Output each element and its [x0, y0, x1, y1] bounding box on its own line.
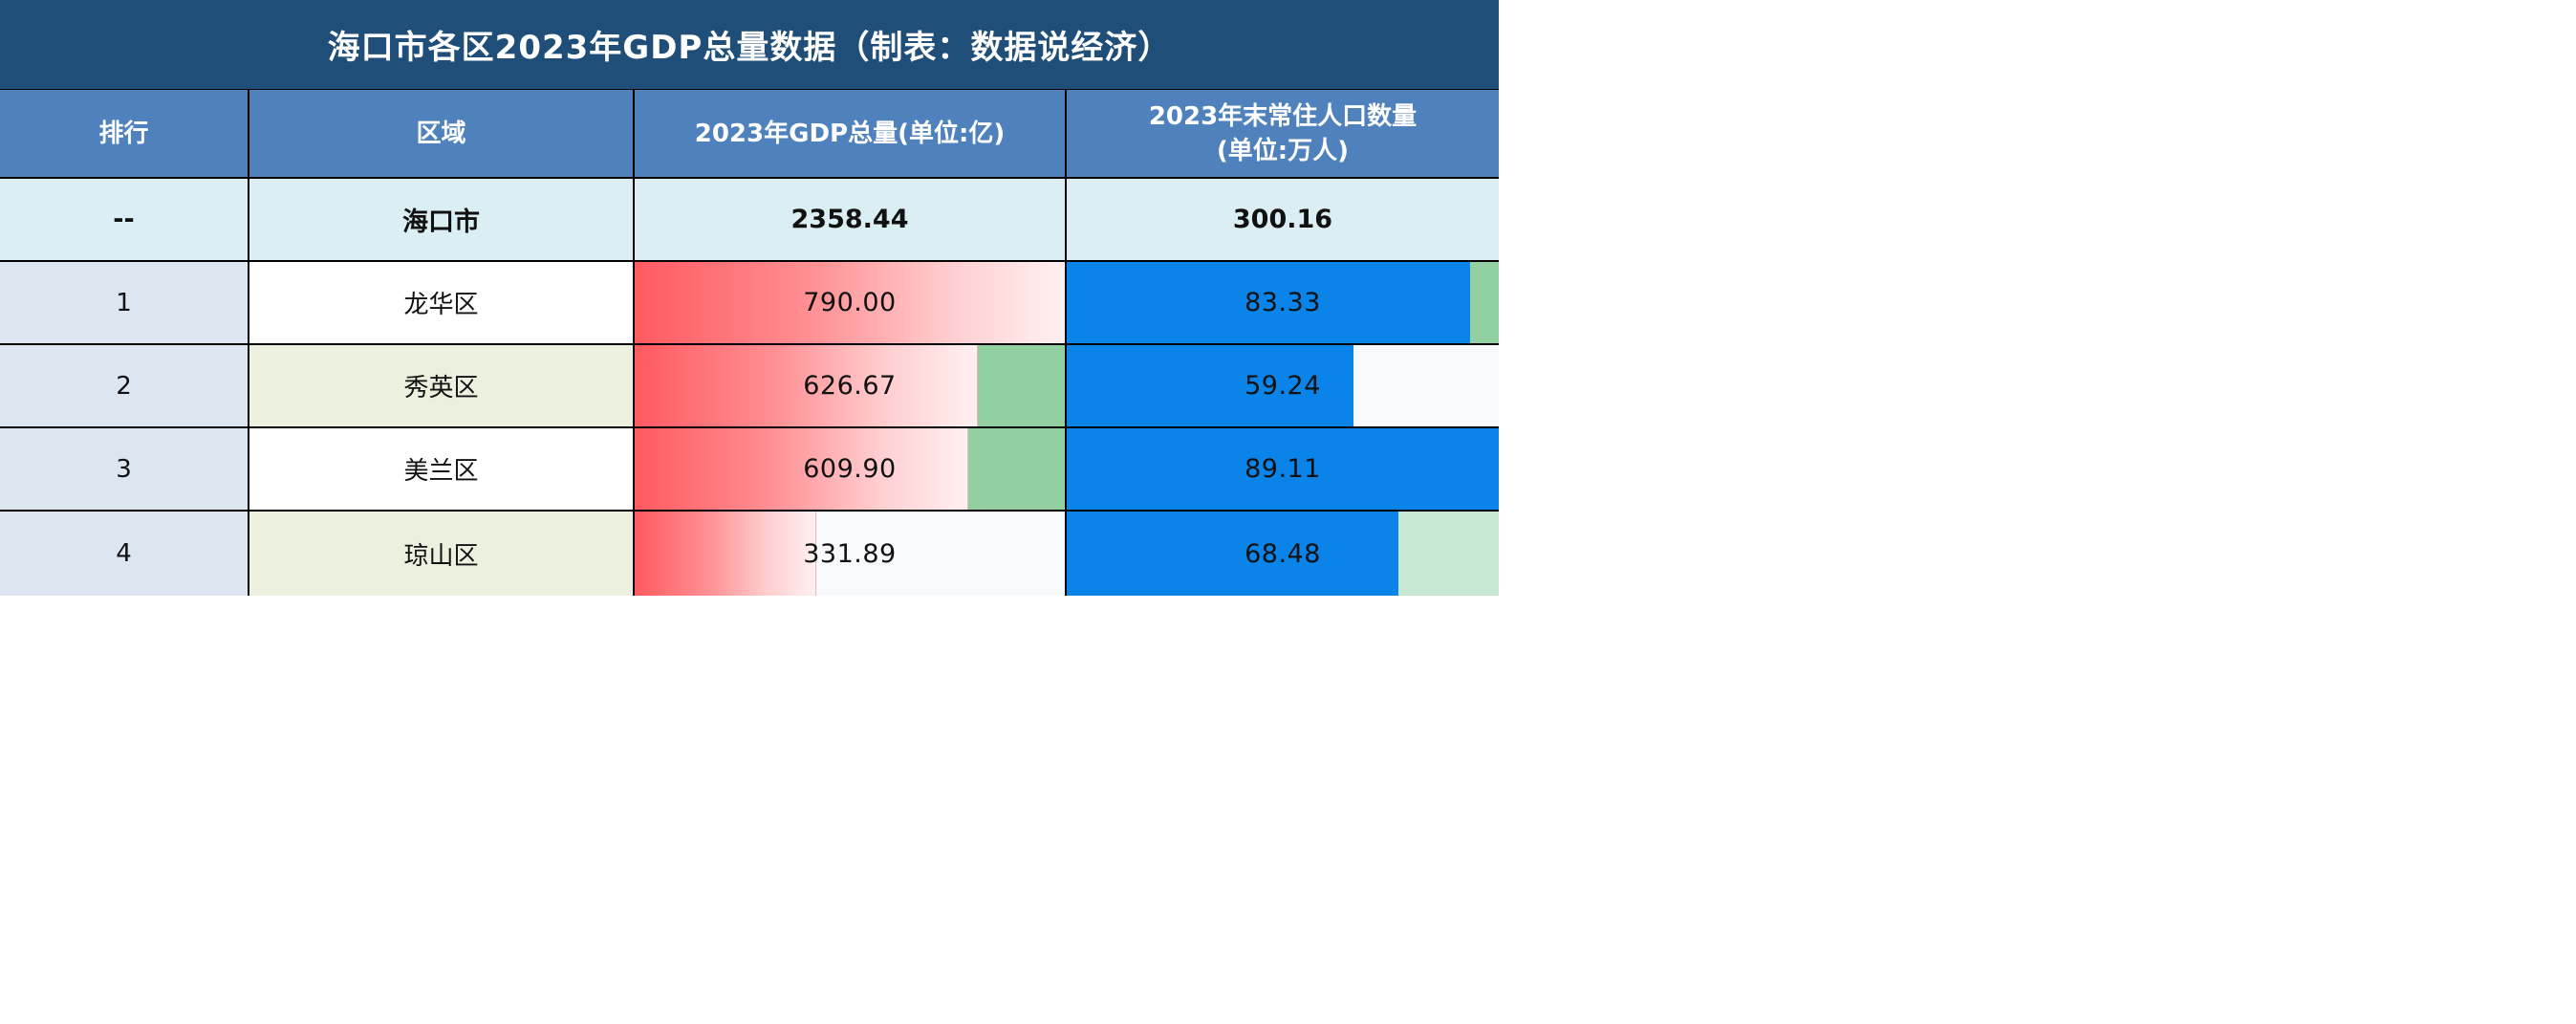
header-gdp: 2023年GDP总量(单位:亿): [635, 90, 1065, 177]
row-population-cell: 89.11: [1067, 428, 1499, 510]
population-bar-remainder: [1353, 345, 1499, 426]
row-gdp-cell: 609.90: [635, 428, 1065, 510]
row-gdp-value: 790.00: [803, 288, 897, 317]
summary-gdp: 2358.44: [635, 179, 1065, 260]
summary-population: 300.16: [1067, 179, 1499, 260]
header-population-line2: (单位:万人): [1216, 136, 1350, 165]
gdp-bar-remainder: [967, 428, 1065, 510]
row-gdp-value: 331.89: [803, 538, 897, 569]
header-population-line1: 2023年末常住人口数量: [1148, 101, 1418, 131]
gdp-data-bar: [635, 512, 816, 596]
row-rank: 1: [0, 262, 248, 343]
summary-rank: --: [0, 179, 248, 260]
row-district: 秀英区: [249, 345, 633, 426]
row-population-value: 89.11: [1245, 454, 1321, 484]
row-population-cell: 59.24: [1067, 345, 1499, 426]
table-title: 海口市各区2023年GDP总量数据（制表：数据说经济）: [0, 0, 1499, 89]
row-population-value: 83.33: [1245, 288, 1321, 317]
row-rank: 2: [0, 345, 248, 426]
row-gdp-value: 609.90: [803, 454, 897, 484]
population-data-bar: [1067, 345, 1353, 426]
row-gdp-value: 626.67: [803, 371, 897, 401]
population-data-bar: [1067, 512, 1398, 596]
row-rank: 3: [0, 428, 248, 510]
header-rank: 排行: [0, 90, 248, 177]
row-gdp-cell: 626.67: [635, 345, 1065, 426]
summary-district: 海口市: [249, 179, 633, 260]
population-data-bar: [1067, 428, 1499, 510]
row-population-value: 59.24: [1245, 371, 1321, 401]
row-rank: 4: [0, 512, 248, 596]
row-gdp-cell: 790.00: [635, 262, 1065, 343]
row-population-value: 68.48: [1245, 538, 1321, 569]
population-data-bar: [1067, 262, 1470, 343]
gdp-bar-remainder: [977, 345, 1065, 426]
population-bar-remainder: [1470, 262, 1499, 343]
header-district: 区域: [249, 90, 633, 177]
row-population-cell: 83.33: [1067, 262, 1499, 343]
gdp-data-bar: [635, 428, 968, 510]
row-gdp-cell: 331.89: [635, 512, 1065, 596]
row-district: 龙华区: [249, 262, 633, 343]
row-district: 琼山区: [249, 512, 633, 596]
population-bar-remainder: [1398, 512, 1499, 596]
row-population-cell: 68.48: [1067, 512, 1499, 596]
row-district: 美兰区: [249, 428, 633, 510]
header-population: 2023年末常住人口数量 (单位:万人): [1067, 90, 1499, 177]
gdp-data-bar: [635, 345, 978, 426]
data-table: 海口市各区2023年GDP总量数据（制表：数据说经济） 排行 区域 2023年G…: [0, 0, 1499, 596]
gdp-data-bar: [635, 262, 1065, 343]
